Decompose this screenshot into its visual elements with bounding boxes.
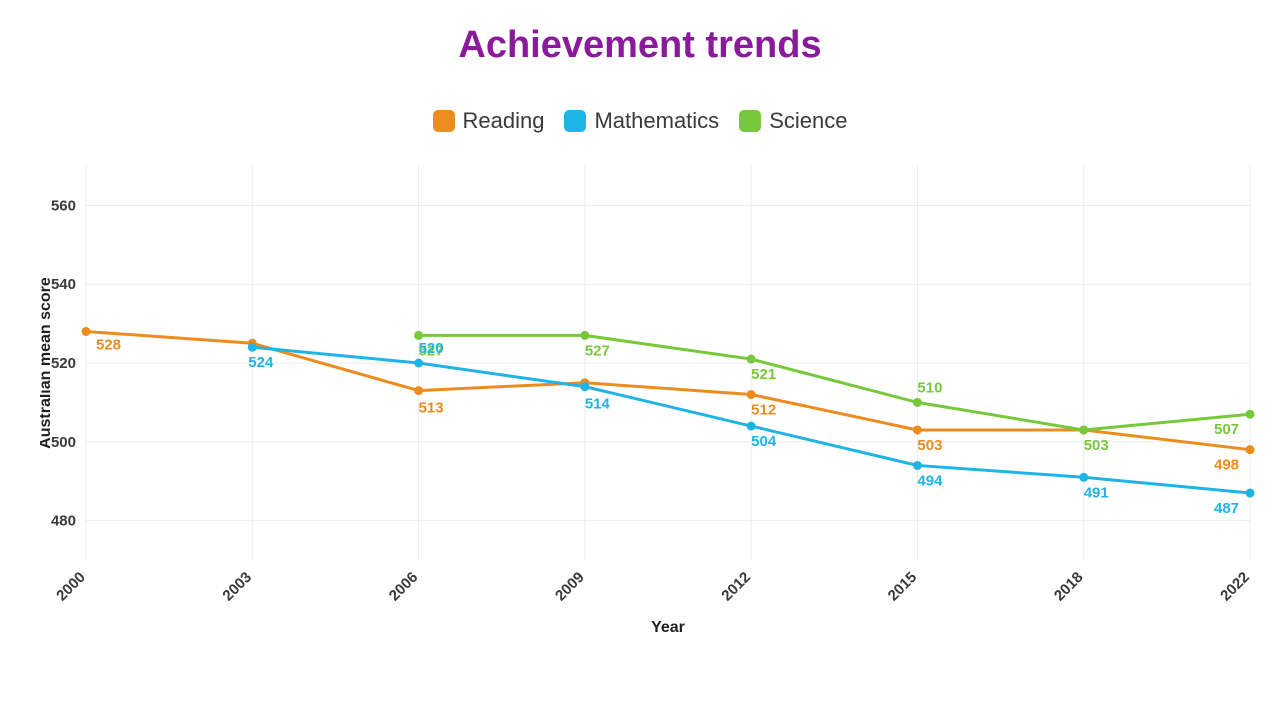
- marker: [913, 398, 922, 407]
- marker: [414, 386, 423, 395]
- swatch-reading: [433, 110, 455, 132]
- data-label: 513: [419, 400, 444, 417]
- data-label: 487: [1214, 500, 1239, 517]
- legend-label: Science: [769, 108, 847, 134]
- marker: [747, 390, 756, 399]
- y-tick-label: 500: [51, 434, 76, 451]
- marker: [82, 327, 91, 336]
- marker: [414, 331, 423, 340]
- marker: [747, 422, 756, 431]
- data-label: 512: [751, 402, 776, 419]
- data-label: 527: [585, 342, 610, 359]
- data-label: 491: [1084, 484, 1109, 501]
- data-label: 504: [751, 433, 777, 450]
- x-tick-label: 2009: [552, 569, 588, 605]
- x-tick-label: 2022: [1217, 569, 1253, 605]
- legend-item-mathematics: Mathematics: [564, 108, 719, 134]
- marker: [1079, 425, 1088, 434]
- x-tick-label: 2012: [718, 569, 754, 605]
- legend-label: Mathematics: [594, 108, 719, 134]
- legend-label: Reading: [463, 108, 545, 134]
- y-tick-label: 520: [51, 355, 76, 372]
- chart-title: Achievement trends: [0, 24, 1280, 67]
- marker: [414, 359, 423, 368]
- marker: [580, 382, 589, 391]
- data-label: 503: [1084, 437, 1109, 454]
- marker: [580, 331, 589, 340]
- y-tick-label: 560: [51, 197, 76, 214]
- line-chart: 480 500 520 540 560 2000 2003 2006 2009 2012 2015 2…: [40, 160, 1260, 640]
- legend: Reading Mathematics Science: [0, 108, 1280, 138]
- x-axis-title: Year: [651, 619, 685, 636]
- y-axis-title: Australian mean score: [40, 277, 54, 449]
- x-tick-label: 2018: [1051, 569, 1087, 605]
- y-tick-label: 540: [51, 276, 76, 293]
- data-label: 524: [248, 354, 274, 371]
- marker: [1246, 445, 1255, 454]
- marker: [1246, 410, 1255, 419]
- data-label: 494: [917, 472, 943, 489]
- data-label: 528: [96, 336, 121, 353]
- data-label: 521: [751, 366, 776, 383]
- swatch-science: [739, 110, 761, 132]
- data-label: 507: [1214, 421, 1239, 438]
- swatch-mathematics: [564, 110, 586, 132]
- marker: [248, 343, 257, 352]
- x-tick-label: 2003: [219, 569, 255, 605]
- data-label: 514: [585, 396, 611, 413]
- x-tick-label: 2006: [386, 569, 422, 605]
- marker: [1079, 473, 1088, 482]
- x-tick-label: 2015: [885, 569, 921, 605]
- series-line-science: [419, 335, 1250, 430]
- data-label: 498: [1214, 457, 1239, 474]
- marker: [913, 461, 922, 470]
- data-label: 520: [419, 340, 444, 357]
- data-label: 510: [917, 379, 942, 396]
- x-tick-label: 2000: [53, 569, 89, 605]
- data-label: 503: [917, 437, 942, 454]
- marker: [747, 355, 756, 364]
- marker: [1246, 489, 1255, 498]
- legend-item-science: Science: [739, 108, 847, 134]
- marker: [913, 425, 922, 434]
- legend-item-reading: Reading: [433, 108, 545, 134]
- y-tick-label: 480: [51, 513, 76, 530]
